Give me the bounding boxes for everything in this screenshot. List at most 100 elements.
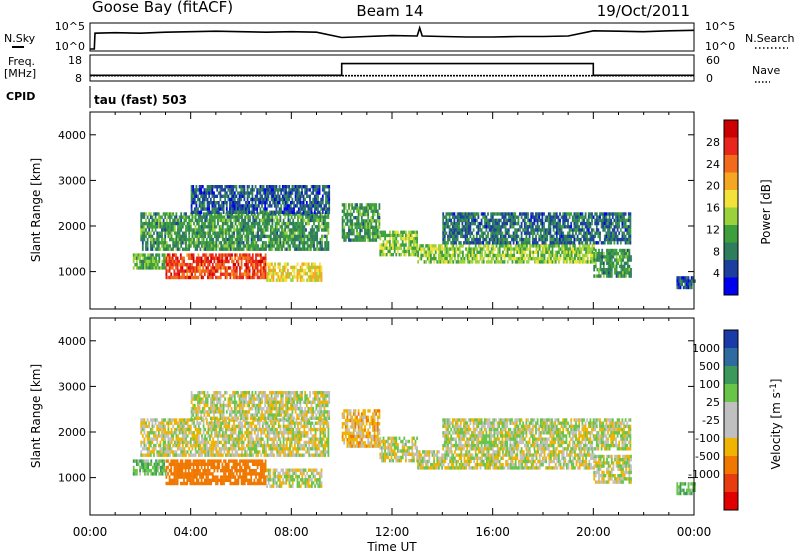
heatmap-cell (261, 234, 264, 239)
heatmap-cell (453, 237, 456, 242)
heatmap-cell (179, 256, 182, 260)
heatmap-cell (261, 475, 264, 479)
heatmap-cell (222, 201, 225, 205)
heatmap-cell (137, 266, 140, 270)
heatmap-cell (597, 215, 600, 219)
heatmap-cell (469, 221, 472, 226)
heatmap-cell (270, 204, 273, 208)
heatmap-cell (269, 262, 272, 266)
heatmap-cell (540, 244, 543, 248)
heatmap-cell (554, 221, 557, 226)
heatmap-cell (590, 257, 592, 261)
heatmap-cell (319, 215, 322, 219)
heatmap-cell (257, 231, 259, 235)
heatmap-cell (627, 225, 630, 229)
heatmap-cell (223, 241, 226, 245)
heatmap-cell (226, 269, 229, 273)
heatmap-cell (200, 204, 203, 208)
heatmap-cell (479, 257, 482, 261)
heatmap-cell (495, 253, 498, 258)
heatmap-cell (255, 218, 258, 223)
heatmap-cell (193, 201, 196, 205)
heatmap-cell (209, 201, 212, 205)
heatmap-cell (468, 244, 471, 248)
heatmap-cell (313, 241, 315, 245)
heatmap-cell (562, 241, 565, 245)
heatmap-cell (594, 252, 597, 256)
heatmap-cell (235, 210, 238, 214)
heatmap-cell (582, 247, 584, 251)
heatmap-cell (286, 210, 289, 214)
heatmap-cell (373, 203, 376, 207)
heatmap-cell (199, 215, 202, 219)
heatmap-cell (235, 188, 238, 192)
heatmap-cell (676, 285, 679, 290)
heatmap-cell (619, 218, 622, 223)
heatmap-cell (226, 469, 229, 473)
heatmap-cell (203, 256, 206, 260)
heatmap-cell (602, 218, 605, 223)
heatmap-cell (218, 256, 221, 260)
heatmap-cell (492, 253, 495, 258)
range-tick-label: 4000 (58, 129, 86, 142)
heatmap-cell (525, 228, 528, 232)
heatmap-cell (301, 191, 303, 195)
heatmap-cell (152, 263, 154, 267)
heatmap-cell (213, 259, 216, 264)
heatmap-cell (454, 247, 456, 251)
heatmap-cell (250, 475, 253, 479)
heatmap-cell (509, 218, 512, 223)
power-heatmap-cells (132, 185, 696, 290)
heatmap-cell (190, 185, 193, 189)
heatmap-cell (305, 188, 308, 192)
heatmap-cell (170, 237, 173, 242)
heatmap-cell (258, 253, 261, 257)
heatmap-cell (512, 237, 515, 242)
heatmap-cell (495, 241, 497, 245)
heatmap-cell (447, 237, 449, 242)
heatmap-cell (219, 207, 222, 211)
heatmap-cell (261, 256, 264, 260)
heatmap-cell (164, 231, 167, 235)
heatmap-cell (389, 237, 391, 241)
heatmap-cell (250, 256, 253, 260)
heatmap-cell (161, 231, 163, 235)
heatmap-cell (375, 238, 378, 242)
heatmap-cell (328, 204, 331, 208)
heatmap-cell (169, 218, 171, 223)
heatmap-cell (616, 221, 619, 226)
heatmap-cell (165, 231, 168, 235)
heatmap-cell (551, 260, 554, 264)
heatmap-cell (256, 191, 259, 195)
heatmap-cell (395, 233, 398, 238)
heatmap-cell (519, 253, 522, 258)
heatmap-cell (578, 215, 581, 219)
heatmap-cell (488, 221, 491, 226)
heatmap-cell (568, 241, 571, 245)
heatmap-cell (162, 241, 165, 245)
heatmap-cell (185, 244, 187, 248)
heatmap-cell (510, 247, 512, 251)
heatmap-cell (292, 231, 295, 235)
heatmap-cell (249, 210, 252, 214)
heatmap-cell (482, 225, 485, 229)
heatmap-cell (341, 235, 344, 239)
heatmap-cell (678, 276, 680, 280)
heatmap-cell (136, 256, 138, 260)
heatmap-cell (585, 260, 587, 264)
heatmap-cell (276, 231, 279, 235)
heatmap-cell (376, 232, 379, 236)
heatmap-cell (397, 230, 399, 234)
heatmap-cell (630, 258, 632, 262)
heatmap-cell (311, 228, 314, 232)
heatmap-cell (591, 234, 593, 239)
heatmap-cell (207, 272, 209, 276)
heatmap-cell (591, 237, 593, 242)
heatmap-cell (535, 234, 537, 239)
heatmap-cell (487, 260, 490, 264)
heatmap-cell (520, 231, 523, 235)
heatmap-cell (616, 215, 619, 219)
heatmap-cell (562, 231, 565, 235)
heatmap-cell (527, 260, 530, 264)
heatmap-cell (533, 241, 536, 245)
